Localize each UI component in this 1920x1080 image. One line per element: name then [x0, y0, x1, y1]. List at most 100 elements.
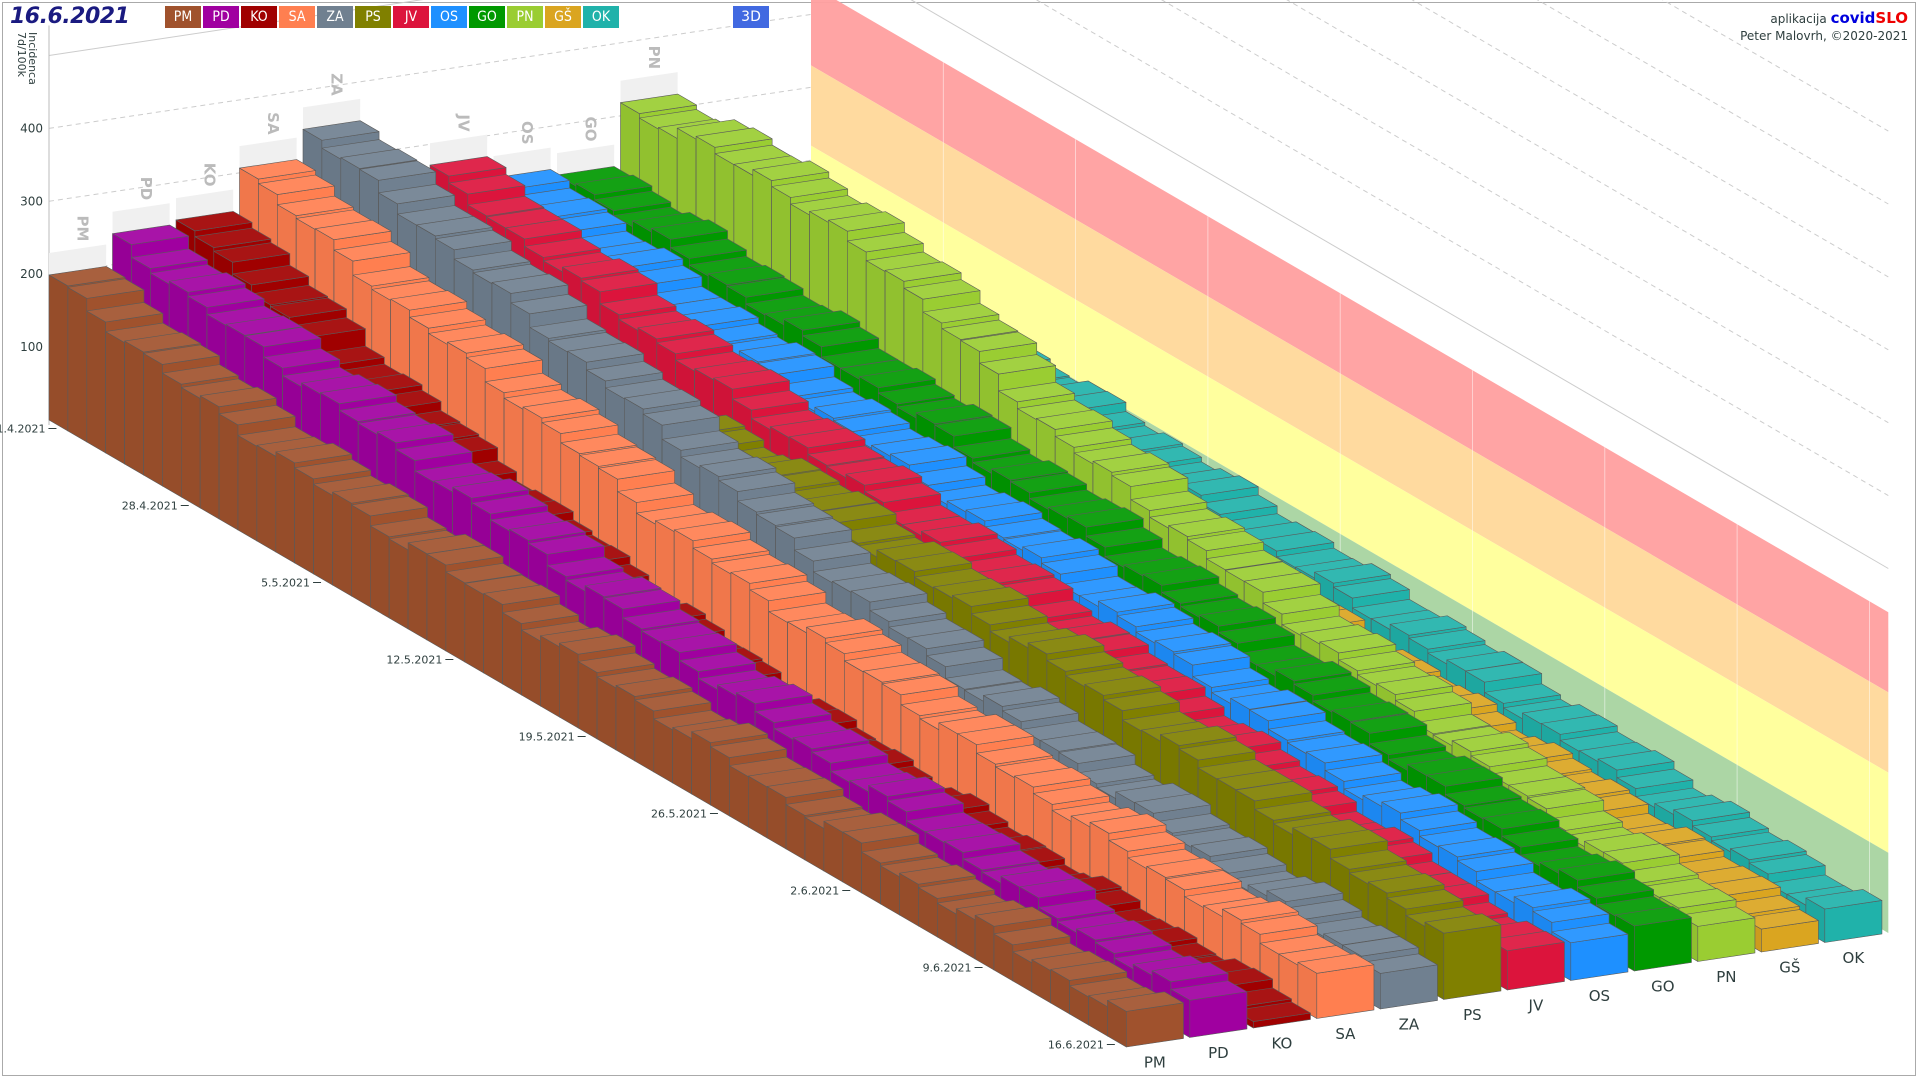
- region-back-plate: [176, 189, 234, 220]
- bar-top-face: [187, 287, 265, 308]
- bar-side-face: [351, 504, 371, 608]
- bar-top-face: [1748, 854, 1826, 875]
- legend-button-go[interactable]: GO: [469, 6, 505, 28]
- bar-top-face: [814, 398, 892, 419]
- zone-band: [811, 65, 1889, 773]
- legend-button-ps[interactable]: PS: [355, 6, 391, 28]
- bar-top-face: [225, 315, 303, 336]
- bar-top-face: [1151, 961, 1229, 983]
- bar-top-face: [1089, 813, 1167, 834]
- bar-top-face: [1508, 776, 1586, 797]
- bar-top-face: [1395, 691, 1472, 712]
- 3d-toggle-button[interactable]: 3D: [733, 6, 769, 28]
- bar-top-face: [1142, 565, 1220, 586]
- bar-top-face: [1597, 750, 1675, 771]
- bar-side-face: [294, 467, 314, 575]
- bar-top-face: [869, 601, 947, 622]
- bar-top-face: [974, 906, 1052, 927]
- bar-top-face: [483, 584, 561, 605]
- legend-button-jv[interactable]: JV: [393, 6, 429, 28]
- region-front-label: SA: [1335, 1025, 1356, 1043]
- bar-side-face: [596, 676, 617, 751]
- bar-top-face: [1513, 887, 1591, 908]
- bar-top-face: [718, 471, 796, 492]
- bar-top-face: [1039, 731, 1117, 752]
- bar-top-face: [1465, 662, 1543, 683]
- bar-top-face: [656, 333, 734, 355]
- bar-top-face: [1206, 549, 1283, 571]
- bar-top-face: [868, 776, 945, 797]
- bar-top-face: [1098, 592, 1175, 613]
- bar-top-face: [270, 297, 347, 318]
- bar-top-face: [1408, 629, 1486, 650]
- bar-top-face: [766, 777, 844, 798]
- bar-top-face: [1457, 851, 1534, 872]
- brand-covid[interactable]: covid: [1830, 9, 1876, 27]
- legend-button-pm[interactable]: PM: [165, 6, 201, 28]
- legend-button-sa[interactable]: SA: [279, 6, 315, 28]
- bar-top-face: [934, 416, 1012, 437]
- bar-top-face: [998, 381, 1075, 403]
- bar-top-face: [1027, 634, 1105, 655]
- date-tick-label: 2.6.2021: [790, 885, 839, 898]
- bar-top-face: [505, 219, 582, 240]
- left-wall-gridline: [48, 13, 812, 129]
- bar-top-face: [1551, 922, 1629, 944]
- back-wall-gridline: [910, 0, 1889, 569]
- region-back-label: SA: [264, 112, 282, 135]
- bar-top-face: [1095, 933, 1172, 954]
- bar-top-face: [1168, 516, 1245, 537]
- region-back-plate: [620, 72, 678, 103]
- region-back-plate: [239, 137, 297, 169]
- bar-top-face: [1558, 860, 1636, 881]
- bar-top-face: [586, 361, 663, 382]
- legend-button-za[interactable]: ZA: [317, 6, 353, 28]
- bar-side-face: [86, 310, 106, 454]
- bar-side-face: [502, 612, 522, 696]
- bar-top-face: [922, 303, 1000, 324]
- bar-top-face: [752, 160, 830, 181]
- bar-top-face: [1199, 606, 1276, 627]
- date-tick-label: 21.4.2021: [0, 423, 45, 436]
- bar-side-face: [181, 387, 201, 509]
- legend-button-ko[interactable]: KO: [241, 6, 277, 28]
- region-front-label: OK: [1843, 949, 1866, 967]
- bar-top-face: [395, 440, 473, 461]
- date-tick-label: 19.5.2021: [519, 731, 575, 744]
- bar-top-face: [945, 669, 1022, 690]
- bar-top-face: [338, 401, 416, 422]
- bar-top-face: [1243, 572, 1321, 593]
- bar-top-face: [199, 386, 277, 408]
- bar-top-face: [239, 159, 316, 180]
- legend-button-gš[interactable]: GŠ: [545, 6, 581, 28]
- region-front-label: OS: [1589, 987, 1610, 1005]
- bar-top-face: [67, 278, 145, 299]
- bar-top-face: [579, 446, 657, 467]
- bar-top-face: [1330, 849, 1407, 870]
- bar-top-face: [1389, 615, 1467, 636]
- bar-top-face: [1173, 645, 1251, 666]
- bar-side-face: [199, 395, 220, 520]
- bar-top-face: [1338, 650, 1416, 672]
- bar-front-face: [1316, 964, 1375, 1019]
- legend-button-pn[interactable]: PN: [507, 6, 543, 28]
- bar-side-face: [615, 685, 636, 762]
- bar-top-face: [833, 411, 911, 432]
- legend-button-pd[interactable]: PD: [203, 6, 239, 28]
- legend-button-ok[interactable]: OK: [583, 6, 619, 28]
- bar-top-face: [445, 563, 523, 584]
- bar-top-face: [529, 318, 607, 339]
- y-tick-label: 100: [20, 340, 43, 354]
- bar-top-face: [1482, 808, 1560, 830]
- bar-top-face: [314, 219, 392, 241]
- bar-top-face: [434, 229, 512, 251]
- brand-slo[interactable]: SLO: [1875, 9, 1908, 27]
- y-tick-label: 200: [20, 267, 43, 281]
- bar-top-face: [993, 924, 1071, 946]
- bar-top-face: [1038, 898, 1115, 919]
- bar-top-face: [1092, 452, 1170, 473]
- bar-top-face: [577, 652, 655, 673]
- legend-button-os[interactable]: OS: [431, 6, 467, 28]
- bar-top-face: [541, 413, 619, 434]
- y-axis-title: Incidenca 7d/100k: [15, 32, 39, 92]
